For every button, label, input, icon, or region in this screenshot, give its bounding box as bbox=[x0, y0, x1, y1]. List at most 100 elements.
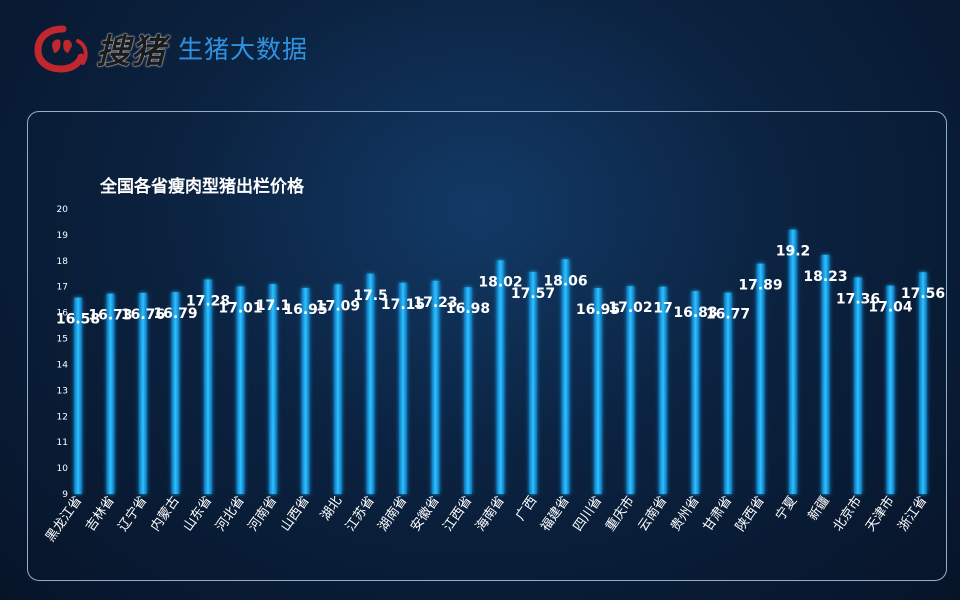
x-tick-label: 新疆 bbox=[805, 493, 833, 523]
data-label: 18.23 bbox=[803, 269, 847, 285]
bar bbox=[561, 259, 570, 494]
data-label: 17.56 bbox=[901, 286, 945, 302]
bar bbox=[334, 284, 342, 494]
data-label: 17 bbox=[653, 301, 672, 317]
bar bbox=[301, 288, 310, 494]
bar bbox=[594, 288, 602, 494]
x-tick-label: 江苏省 bbox=[342, 493, 377, 534]
y-tick-label: 9 bbox=[62, 490, 68, 500]
y-tick-label: 12 bbox=[57, 412, 68, 422]
x-tick-label: 河北省 bbox=[213, 494, 248, 535]
bar bbox=[366, 273, 375, 494]
bar bbox=[204, 279, 212, 494]
x-tick-label: 天津市 bbox=[862, 493, 897, 534]
chart-title: 全国各省瘦肉型猪出栏价格 bbox=[99, 176, 305, 197]
brand-header: 搜猪 生猪大数据 bbox=[34, 20, 308, 76]
bar bbox=[886, 285, 895, 494]
y-tick-label: 14 bbox=[57, 360, 69, 370]
x-tick-label: 福建省 bbox=[538, 494, 573, 535]
y-axis: 9 10 11 12 13 14 15 16 17 18 19 20 bbox=[57, 205, 69, 500]
x-tick-label: 黑龙江省 bbox=[43, 494, 85, 545]
chart-panel bbox=[27, 111, 947, 581]
data-label: 17.04 bbox=[868, 300, 913, 316]
data-label: 17.89 bbox=[738, 278, 782, 294]
bar bbox=[821, 254, 830, 494]
bar bbox=[789, 229, 797, 494]
data-label: 17.1 bbox=[256, 298, 291, 314]
bar bbox=[171, 292, 180, 494]
bar bbox=[464, 287, 472, 494]
data-label: 18.02 bbox=[478, 274, 522, 290]
data-label: 16.95 bbox=[283, 302, 327, 318]
y-tick-label: 11 bbox=[57, 438, 68, 448]
pig-logo-icon bbox=[34, 25, 88, 73]
bar bbox=[724, 292, 732, 494]
bar bbox=[529, 271, 537, 494]
data-label: 18.06 bbox=[543, 273, 587, 289]
y-tick-label: 17 bbox=[57, 283, 68, 293]
bar bbox=[756, 263, 765, 494]
data-label: 16.76 bbox=[121, 307, 165, 323]
bar bbox=[74, 297, 82, 494]
bar bbox=[431, 280, 440, 494]
x-tick-label: 陕西省 bbox=[733, 494, 768, 535]
data-label: 17.5 bbox=[353, 288, 388, 304]
x-tick-label: 广西 bbox=[513, 494, 540, 524]
x-tick-label: 山西省 bbox=[278, 494, 313, 535]
data-label: 17.15 bbox=[381, 297, 425, 313]
data-label: 17.02 bbox=[608, 300, 652, 316]
data-label: 17.36 bbox=[836, 291, 880, 307]
x-tick-label: 湖北 bbox=[318, 494, 345, 524]
bar bbox=[399, 282, 407, 494]
x-tick-label: 贵州省 bbox=[668, 494, 703, 535]
x-tick-label: 江西省 bbox=[441, 494, 476, 535]
bar bbox=[269, 284, 277, 494]
bar bbox=[106, 293, 115, 494]
bar bbox=[236, 286, 245, 494]
data-label: 17.01 bbox=[218, 300, 262, 316]
x-tick-label: 北京市 bbox=[830, 493, 865, 534]
data-label: 19.2 bbox=[776, 244, 811, 260]
bar bbox=[139, 292, 147, 494]
y-tick-label: 18 bbox=[57, 257, 69, 267]
x-tick-label: 吉林省 bbox=[83, 494, 118, 535]
bar bbox=[496, 260, 505, 494]
x-tick-label: 四川省 bbox=[571, 494, 606, 535]
x-tick-label: 浙江省 bbox=[896, 494, 931, 535]
data-label: 17.09 bbox=[316, 298, 360, 314]
bar bbox=[659, 286, 667, 494]
y-tick-label: 13 bbox=[57, 386, 68, 396]
data-labels: 16.5816.7316.7616.7917.2817.0117.116.951… bbox=[56, 244, 945, 328]
x-tick-label: 云南省 bbox=[635, 493, 670, 534]
x-tick-label: 甘肃省 bbox=[701, 494, 736, 535]
data-label: 17.28 bbox=[186, 293, 230, 309]
data-label: 17.23 bbox=[413, 295, 457, 311]
data-label: 16.73 bbox=[88, 308, 132, 324]
y-tick-label: 19 bbox=[57, 231, 69, 241]
brand-subtitle: 生猪大数据 bbox=[178, 35, 309, 64]
x-tick-label: 安徽省 bbox=[408, 494, 443, 535]
data-label: 16.77 bbox=[706, 307, 750, 323]
y-tick-label: 20 bbox=[57, 205, 69, 215]
data-label: 16.58 bbox=[56, 312, 100, 328]
bar bbox=[854, 277, 862, 494]
x-tick-label: 山东省 bbox=[181, 494, 216, 535]
y-tick-label: 10 bbox=[57, 464, 69, 474]
x-tick-label: 湖南省 bbox=[375, 493, 410, 534]
bars-group bbox=[74, 229, 927, 494]
bar bbox=[626, 286, 635, 494]
x-tick-label: 内蒙古 bbox=[147, 493, 182, 534]
data-label: 17.57 bbox=[511, 286, 555, 302]
x-tick-label: 重庆市 bbox=[602, 493, 637, 534]
bar bbox=[919, 272, 927, 494]
x-tick-label: 宁夏 bbox=[772, 493, 800, 523]
bar bbox=[691, 291, 700, 494]
data-label: 16.79 bbox=[153, 306, 197, 322]
x-tick-label: 河南省 bbox=[245, 493, 280, 534]
x-tick-label: 海南省 bbox=[472, 493, 507, 534]
y-tick-label: 15 bbox=[57, 335, 68, 345]
data-label: 16.98 bbox=[446, 301, 490, 317]
x-tick-label: 辽宁省 bbox=[115, 493, 150, 534]
